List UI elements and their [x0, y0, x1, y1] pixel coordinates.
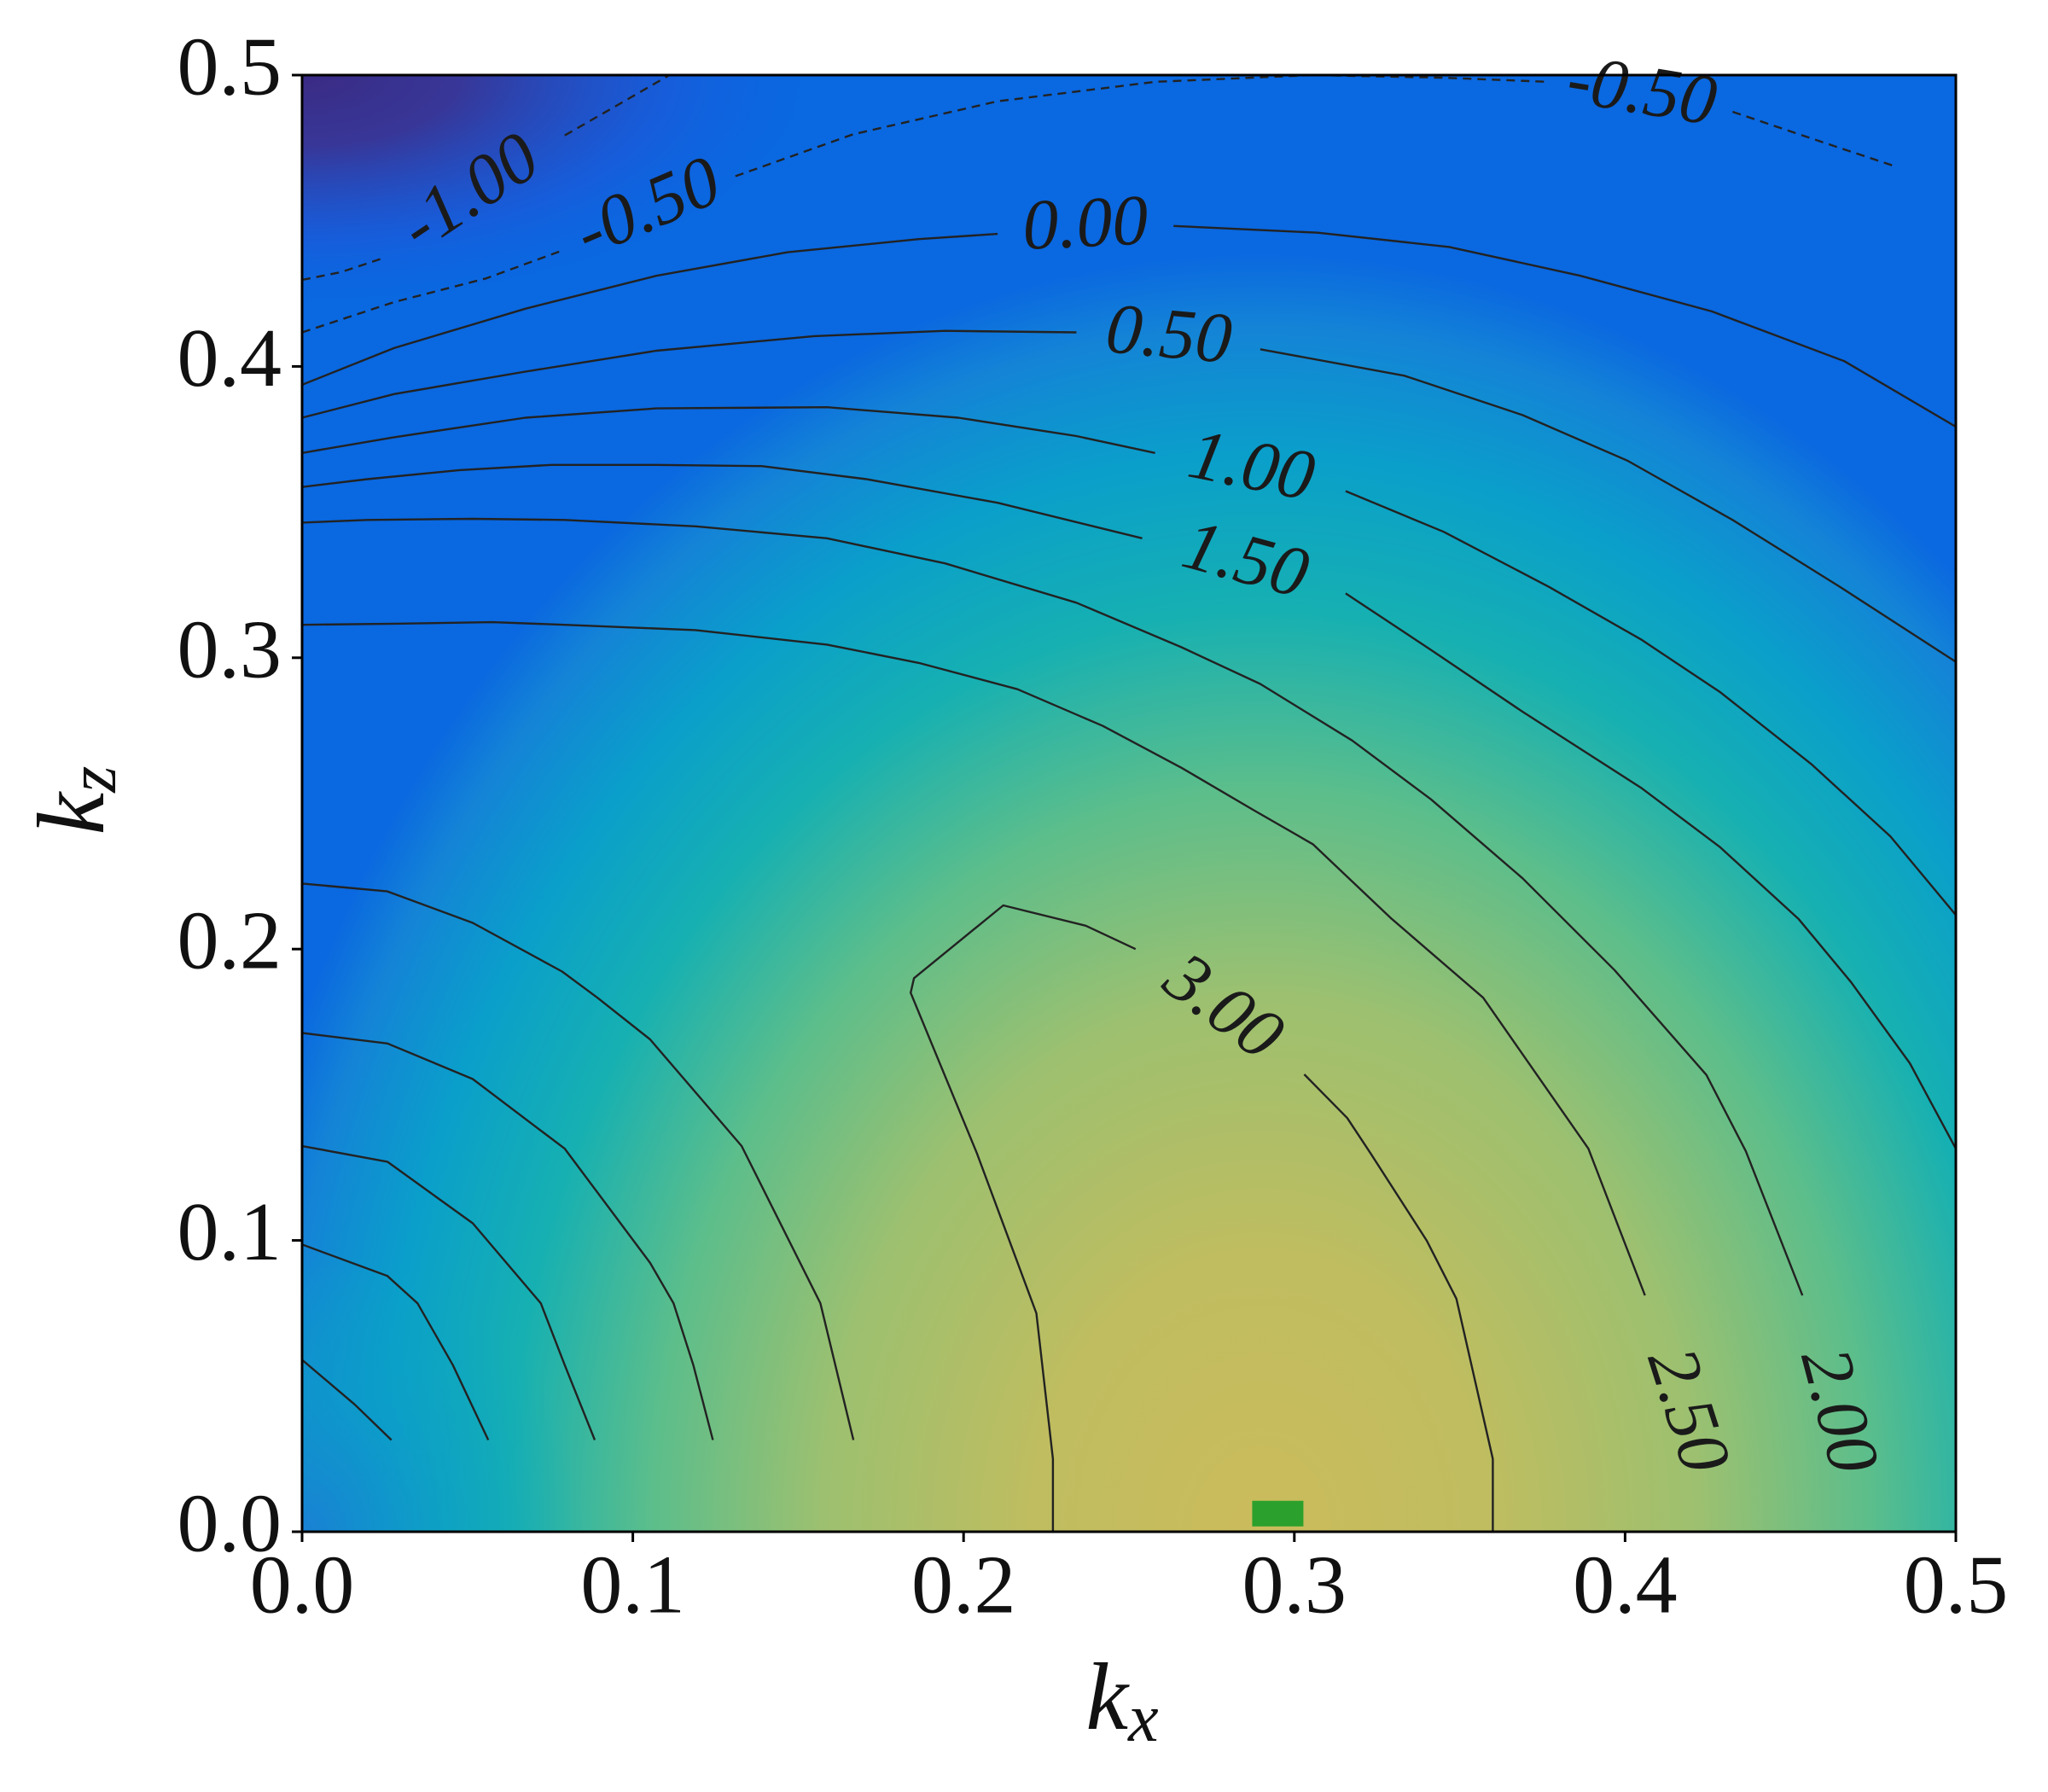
plot-frame	[300, 73, 1958, 1533]
contour-line	[302, 406, 1956, 916]
contour-line	[302, 329, 1956, 663]
y-tick-label: 0.0	[177, 1477, 282, 1569]
x-tick-label: 0.5	[1904, 1539, 2009, 1631]
y-tick-label: 0.5	[177, 20, 282, 113]
contour-line	[302, 75, 671, 282]
x-axis-label-sub: x	[1127, 1681, 1159, 1756]
contour-layer	[302, 75, 1956, 1532]
x-tick-label: 0.2	[911, 1539, 1016, 1631]
marker-layer	[1252, 1500, 1304, 1527]
x-axis-label-base: k	[1085, 1644, 1130, 1750]
y-axis-label: kz	[19, 766, 131, 835]
colormap-fill	[302, 75, 1956, 1532]
x-tick-label: 0.0	[250, 1539, 355, 1631]
y-tick-label: 0.3	[177, 603, 282, 695]
contour-line	[302, 224, 1956, 428]
contour-line	[302, 1243, 490, 1441]
y-tick-label: 0.4	[177, 312, 282, 404]
contour-labels: -1.00 -0.50-0.500.000.501.001.502.002.503…	[385, 38, 1894, 1481]
x-tick-label: 0.4	[1573, 1539, 1678, 1631]
contour-line	[302, 1359, 393, 1441]
plot-background	[302, 75, 1956, 1532]
contour-line	[302, 1032, 714, 1440]
contour-label: 0.00	[1021, 180, 1149, 265]
contour-label: 0.50	[1103, 288, 1235, 379]
contour-line	[302, 882, 855, 1440]
x-tick-label: 0.1	[580, 1539, 685, 1631]
contour-line	[302, 75, 1897, 334]
x-axis-label: kx	[1085, 1644, 1158, 1757]
y-tick-label: 0.1	[177, 1186, 282, 1278]
marker	[1252, 1500, 1304, 1527]
axes: 0.0 0.1 0.2 0.3 0.4 0.5 0.0 0.1 0.2 0.3 0.4 0.5	[177, 20, 2009, 1631]
contour-line	[302, 463, 1956, 1149]
x-tick-label: 0.3	[1242, 1539, 1347, 1631]
contour-line	[910, 904, 1494, 1532]
y-axis-label-base: k	[19, 790, 125, 835]
contour-line	[302, 1144, 596, 1440]
y-axis-label-sub: z	[55, 766, 131, 794]
y-tick-label: 0.2	[177, 895, 282, 987]
